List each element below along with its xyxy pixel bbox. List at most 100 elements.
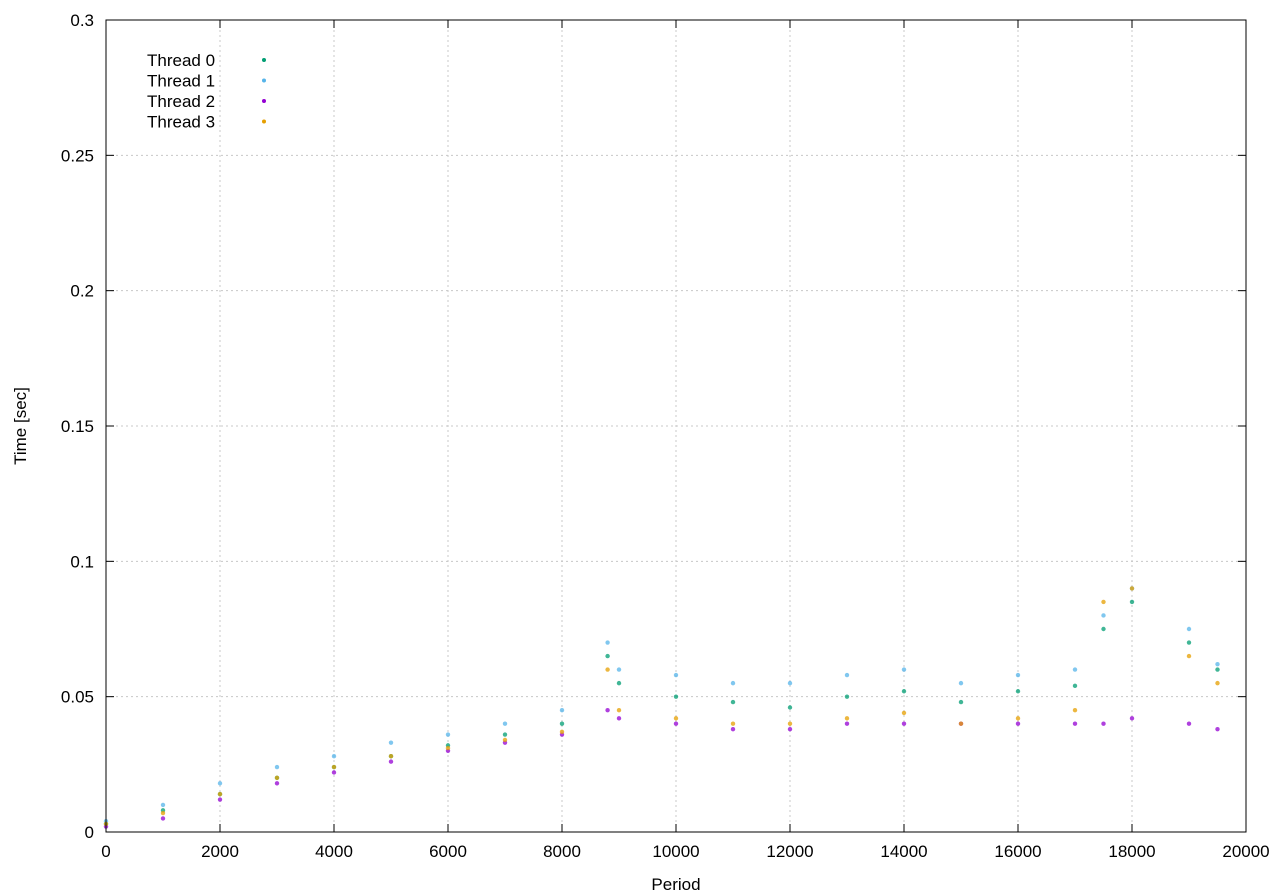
data-point <box>1072 708 1078 713</box>
data-point <box>1186 640 1192 645</box>
series-2-points <box>103 708 1220 829</box>
x-tick-label: 6000 <box>429 842 467 861</box>
y-tick-label: 0.1 <box>70 552 94 571</box>
data-point <box>160 816 166 821</box>
data-point <box>1186 626 1192 632</box>
data-point <box>605 653 610 659</box>
data-point <box>1186 653 1192 659</box>
data-point <box>559 729 565 735</box>
grid-lines <box>106 20 1246 832</box>
data-point <box>673 694 679 699</box>
data-point <box>217 781 223 786</box>
data-point <box>331 754 337 759</box>
x-tick-label: 12000 <box>766 842 813 861</box>
data-point <box>1101 613 1106 618</box>
data-point <box>1129 716 1135 721</box>
data-point <box>958 680 964 686</box>
y-tick-label: 0.3 <box>70 11 94 30</box>
data-points <box>103 586 1220 829</box>
data-point <box>1015 716 1021 721</box>
data-point <box>1215 726 1220 732</box>
data-point <box>1101 599 1106 605</box>
data-point <box>730 699 736 705</box>
data-point <box>274 781 280 786</box>
data-point <box>730 726 736 732</box>
x-tick-label: 20000 <box>1222 842 1269 861</box>
x-tick-label: 14000 <box>880 842 927 861</box>
axis-ticks <box>105 19 1247 833</box>
x-tick-label: 0 <box>101 842 110 861</box>
series-3-points <box>103 586 1220 827</box>
data-point <box>559 721 565 726</box>
data-point <box>844 694 850 699</box>
data-point <box>605 667 610 672</box>
data-point <box>673 721 679 726</box>
data-point <box>1015 721 1021 726</box>
data-point <box>616 716 622 721</box>
legend-marker <box>262 58 266 62</box>
y-tick-label: 0.25 <box>61 146 94 165</box>
data-point <box>1186 721 1192 726</box>
data-point <box>502 732 508 737</box>
data-point <box>217 791 223 797</box>
data-point <box>1101 626 1106 632</box>
legend-label: Thread 2 <box>147 92 215 111</box>
legend-label: Thread 3 <box>147 113 215 132</box>
data-point <box>1129 599 1135 605</box>
series-1-points <box>103 586 1220 824</box>
data-point <box>673 672 679 678</box>
data-point <box>1215 667 1220 672</box>
data-point <box>730 721 736 726</box>
data-point <box>958 699 964 705</box>
data-point <box>787 726 793 732</box>
data-point <box>160 802 166 808</box>
data-point <box>559 708 565 713</box>
data-point <box>1015 689 1021 694</box>
legend-marker <box>262 99 266 103</box>
data-point <box>616 667 622 672</box>
data-point <box>502 721 508 726</box>
legend-marker <box>262 119 266 124</box>
data-point <box>502 737 508 743</box>
legend-marker <box>262 78 266 83</box>
data-point <box>901 710 907 716</box>
x-tick-labels: 0 2000 4000 6000 8000 10000 12000 14000 16000 180… <box>101 842 1269 861</box>
data-point <box>787 680 793 686</box>
data-point <box>1072 667 1078 672</box>
y-tick-label: 0 <box>85 823 94 842</box>
x-tick-label: 16000 <box>994 842 1041 861</box>
data-point <box>958 721 964 726</box>
data-point <box>844 721 850 726</box>
data-point <box>1072 683 1078 689</box>
x-tick-label: 10000 <box>652 842 699 861</box>
y-tick-label: 0.05 <box>61 688 94 707</box>
series-0-points <box>103 599 1220 827</box>
data-point <box>605 708 610 713</box>
data-point <box>844 672 850 678</box>
x-tick-label: 8000 <box>543 842 581 861</box>
data-point <box>605 640 610 645</box>
data-point <box>901 689 907 694</box>
data-point <box>1215 661 1220 667</box>
data-point <box>1215 680 1220 686</box>
legend-label: Thread 0 <box>147 51 215 70</box>
data-point <box>331 764 337 770</box>
data-point <box>730 680 736 686</box>
data-point <box>1129 586 1135 591</box>
y-tick-label: 0.2 <box>70 282 94 301</box>
y-tick-labels: 0 0.05 0.1 0.15 0.2 0.25 0.3 <box>61 11 94 842</box>
y-axis-label: Time [sec] <box>11 387 30 465</box>
data-point <box>1072 721 1078 726</box>
x-tick-label: 4000 <box>315 842 353 861</box>
data-point <box>787 721 793 726</box>
data-point <box>274 775 280 781</box>
x-tick-label: 18000 <box>1108 842 1155 861</box>
data-point <box>388 754 394 759</box>
data-point <box>901 721 907 726</box>
data-point <box>901 667 907 672</box>
legend-label: Thread 1 <box>147 72 215 91</box>
data-point <box>331 770 337 775</box>
data-point <box>274 764 280 770</box>
